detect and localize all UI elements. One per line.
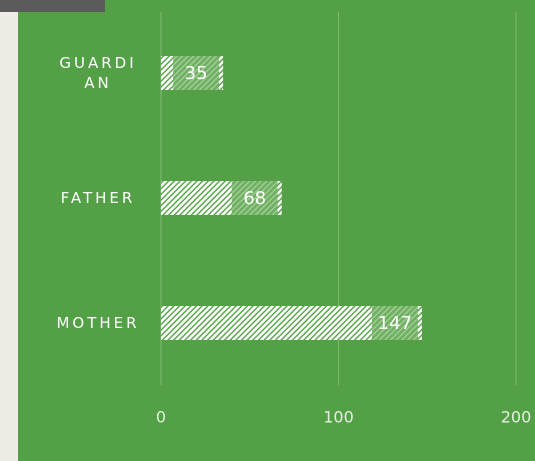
y-tick-label: GUARDIAN — [59, 54, 137, 92]
corner-block — [0, 0, 105, 12]
y-tick-label: MOTHER — [56, 314, 140, 332]
bar-value-label: 35 — [185, 63, 208, 84]
y-tick-label: FATHER — [60, 189, 136, 207]
bar-value-label: 147 — [378, 313, 412, 334]
x-tick-label: 100 — [323, 408, 354, 427]
bar-value-label: 68 — [243, 188, 266, 209]
bar-label-bg — [173, 56, 220, 90]
bar-label-bg — [231, 181, 278, 215]
x-tick-label: 200 — [501, 408, 532, 427]
x-tick-label: 0 — [156, 408, 166, 427]
bar-label-bg — [371, 306, 418, 340]
chart-panel — [18, 0, 535, 461]
